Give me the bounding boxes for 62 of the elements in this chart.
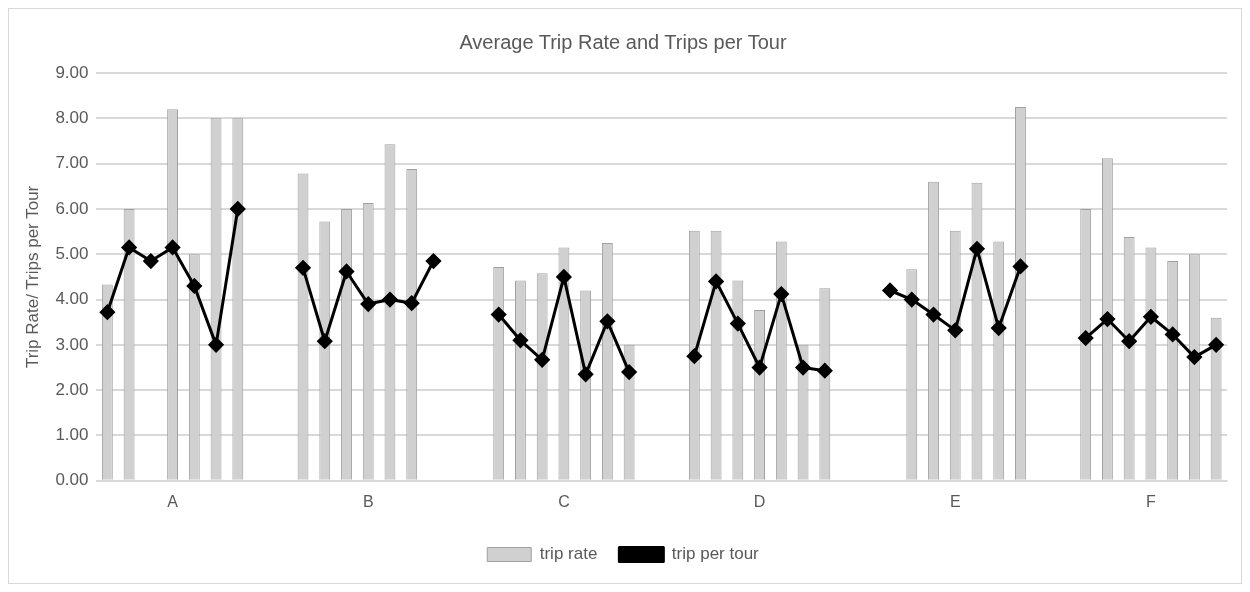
y-axis-title: Trip Rate/ Trips per Tour	[22, 185, 42, 369]
point	[491, 307, 507, 323]
point	[1186, 349, 1202, 365]
point	[686, 348, 702, 364]
point	[534, 352, 550, 368]
point	[360, 296, 376, 312]
y-tick-label: 7.00	[55, 153, 89, 173]
point	[708, 273, 724, 289]
x-tick-label: E	[949, 492, 961, 510]
point	[404, 295, 420, 311]
point	[1078, 330, 1094, 346]
y-tick-label: 1.00	[55, 425, 89, 445]
point	[1208, 337, 1224, 353]
y-tick-label: 3.00	[55, 334, 89, 354]
point	[1143, 309, 1159, 325]
chart-title: Average Trip Rate and Trips per Tour	[459, 30, 787, 53]
point	[99, 304, 115, 320]
point	[599, 313, 615, 329]
point	[1165, 326, 1181, 342]
point	[121, 239, 137, 255]
point	[295, 260, 311, 276]
point	[773, 286, 789, 302]
x-tick-label: C	[558, 492, 570, 510]
point	[904, 292, 920, 308]
point	[991, 320, 1007, 336]
point	[425, 253, 441, 269]
point	[1012, 258, 1028, 274]
y-tick-label: 0.00	[55, 470, 89, 490]
point	[947, 322, 963, 338]
point	[817, 363, 833, 379]
point	[621, 364, 637, 380]
y-tick-label: 6.00	[55, 198, 89, 218]
x-tick-label: F	[1146, 492, 1157, 510]
point	[339, 263, 354, 279]
x-tick-label: B	[362, 492, 374, 510]
point	[143, 253, 159, 269]
y-tick-label: 4.00	[55, 289, 89, 309]
point	[556, 269, 572, 285]
point	[578, 366, 594, 382]
point	[795, 360, 811, 376]
y-tick-label: 8.00	[55, 108, 89, 127]
point	[730, 316, 746, 332]
legend-label: trip rate	[539, 544, 598, 564]
y-tick-label: 5.00	[55, 243, 89, 263]
point	[1099, 311, 1115, 327]
y-tick-label: 2.00	[55, 379, 89, 399]
point	[382, 292, 398, 308]
point	[969, 241, 985, 257]
y-tick-label: 9.00	[55, 62, 89, 82]
point	[165, 239, 181, 255]
x-tick-label: A	[167, 492, 179, 510]
point	[1121, 333, 1137, 349]
point	[882, 282, 898, 298]
x-tick-label: D	[753, 492, 766, 510]
point	[752, 360, 768, 376]
legend-label: trip per tour	[671, 544, 760, 564]
point	[186, 278, 202, 294]
point	[208, 337, 224, 353]
point	[230, 201, 246, 217]
point	[512, 332, 528, 348]
point	[926, 307, 941, 323]
point	[317, 333, 333, 349]
